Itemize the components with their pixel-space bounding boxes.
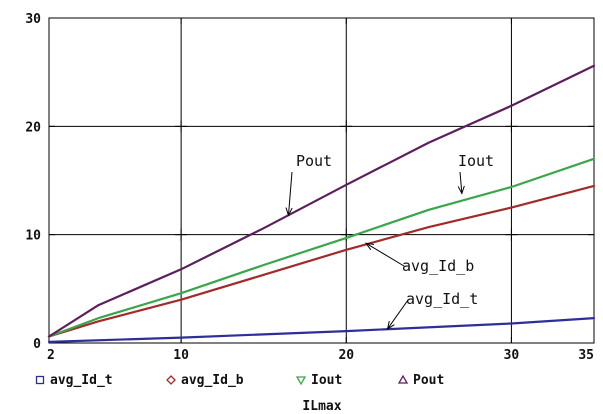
annotation-iout: Iout bbox=[458, 152, 494, 170]
annotation-arrow-pout-line bbox=[287, 171, 293, 216]
series-line-pout bbox=[47, 64, 596, 338]
legend-item-iout: Iout bbox=[295, 373, 342, 388]
annotation-layer: Pout Iout avg_Id_b avg_Id_t bbox=[285, 152, 494, 330]
legend-label: Pout bbox=[413, 373, 444, 388]
annotation-pout: Pout bbox=[296, 152, 332, 170]
annotation-arrow-pout-head bbox=[285, 207, 293, 217]
axes: 2 10 20 30 35 0 10 20 30 bbox=[25, 12, 595, 363]
x-tick-label: 10 bbox=[173, 348, 189, 363]
annotation-arrow-iout-head bbox=[457, 185, 465, 195]
series-line-iout bbox=[47, 157, 596, 338]
x-tick-label: 2 bbox=[47, 348, 55, 363]
annotation-arrow-avg-id-b-head bbox=[364, 242, 375, 251]
legend-item-avg-id-t: avg_Id_t bbox=[35, 373, 113, 388]
series-line-avg-id-t bbox=[47, 317, 596, 343]
plot-frame bbox=[48, 17, 595, 344]
series-line-avg-id-b bbox=[47, 184, 596, 338]
legend-label: avg_Id_t bbox=[50, 373, 113, 388]
y-tick-label: 30 bbox=[25, 12, 41, 27]
legend-triangle-down-icon bbox=[295, 376, 307, 386]
annotation-arrow-avg-id-t-line bbox=[387, 299, 409, 330]
legend-label: avg_Id_b bbox=[181, 373, 244, 388]
annotation-avg-id-t: avg_Id_t bbox=[406, 290, 478, 308]
y-tick-label: 0 bbox=[33, 337, 41, 352]
legend-square-icon bbox=[35, 375, 45, 385]
legend-item-avg-id-b: avg_Id_b bbox=[166, 373, 244, 388]
annotation-avg-id-b: avg_Id_b bbox=[402, 257, 474, 275]
legend-label: Iout bbox=[311, 373, 342, 388]
legend: avg_Id_t avg_Id_b Iout Pout bbox=[35, 373, 444, 388]
x-tick-label: 20 bbox=[338, 348, 354, 363]
annotation-arrow-iout-line bbox=[459, 171, 463, 194]
series-layer bbox=[47, 64, 596, 343]
legend-item-pout: Pout bbox=[397, 373, 444, 388]
y-tick-label: 10 bbox=[25, 229, 41, 244]
x-tick-label: 30 bbox=[504, 348, 520, 363]
y-tick-label: 20 bbox=[25, 120, 41, 135]
annotation-arrow-avg-id-b-line bbox=[365, 242, 405, 267]
legend-diamond-icon bbox=[166, 375, 176, 385]
x-tick-label: 35 bbox=[578, 348, 594, 363]
annotation-arrow-avg-id-t-head bbox=[386, 320, 395, 330]
legend-triangle-up-icon bbox=[397, 374, 409, 384]
x-axis-title: ILmax bbox=[302, 399, 341, 414]
